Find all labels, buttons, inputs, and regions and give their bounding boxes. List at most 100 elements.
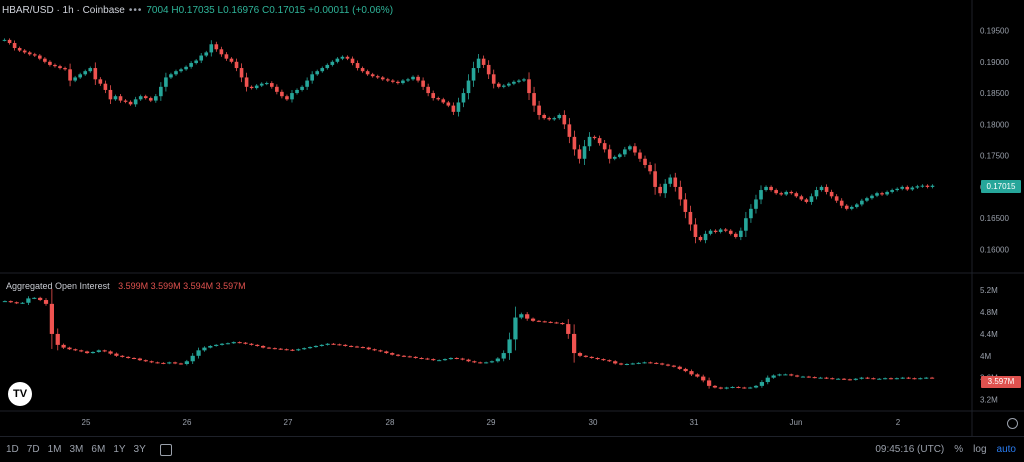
- oi-candle: [601, 359, 606, 361]
- oi-candle: [32, 297, 37, 299]
- price-chart[interactable]: 0.19500 0.19000 0.18500 0.18000 0.17500 0.170…: [0, 0, 1024, 436]
- price-candle: [350, 58, 355, 64]
- oi-candle: [759, 382, 765, 386]
- oi-candle: [319, 344, 324, 346]
- timeframe-6m[interactable]: 6M: [91, 444, 106, 455]
- price-candle: [749, 208, 753, 219]
- oi-candle: [912, 378, 917, 380]
- price-y-tick-label: 0.17500: [980, 152, 1009, 161]
- oi-candle: [120, 355, 125, 357]
- auto-toggle[interactable]: auto: [996, 444, 1016, 455]
- price-candle: [365, 71, 370, 75]
- oi-y-tick-label: 4.8M: [980, 308, 998, 317]
- x-tick-label: 26: [183, 418, 192, 427]
- price-candle: [784, 191, 789, 195]
- price-candle: [78, 74, 82, 78]
- oi-candle: [624, 364, 630, 365]
- price-candle: [254, 85, 259, 89]
- price-candle: [275, 86, 279, 92]
- price-candle: [123, 100, 128, 102]
- oi-candle: [883, 378, 888, 380]
- oi-candle: [384, 351, 389, 354]
- oi-candle: [14, 302, 19, 304]
- oi-candle: [378, 350, 383, 352]
- oi-candle: [167, 362, 172, 364]
- price-candle: [728, 230, 733, 234]
- x-tick-label: 29: [487, 418, 496, 427]
- price-candle: [572, 136, 577, 150]
- oi-candle: [530, 318, 536, 321]
- oi-candle: [208, 345, 213, 348]
- price-candle: [12, 43, 17, 49]
- oi-candle: [2, 301, 8, 303]
- price-candle: [169, 74, 173, 78]
- price-candle: [53, 64, 57, 67]
- bottom-toolbar: 1D 7D 1M 3M 6M 1Y 3Y 09:45:16 (UTC) % log auto: [0, 436, 1024, 462]
- oi-candle: [425, 358, 430, 360]
- price-candle: [396, 81, 400, 84]
- timeframe-1d[interactable]: 1D: [6, 444, 19, 455]
- oi-candle: [554, 322, 559, 324]
- price-candle: [814, 190, 819, 197]
- oi-candle: [243, 342, 248, 344]
- price-candle: [224, 54, 229, 59]
- oi-candle: [231, 342, 236, 344]
- oi-candle: [454, 357, 459, 359]
- price-candle: [310, 74, 314, 81]
- tradingview-logo[interactable]: TV: [8, 382, 32, 406]
- timeframe-3y[interactable]: 3Y: [133, 444, 146, 455]
- oi-candle: [202, 347, 207, 351]
- timeframe-1y[interactable]: 1Y: [113, 444, 126, 455]
- oi-candle: [219, 343, 225, 345]
- price-candle: [764, 186, 768, 191]
- timeframe-7d[interactable]: 7D: [26, 444, 40, 455]
- price-candle: [249, 86, 254, 89]
- price-candle: [63, 68, 67, 70]
- oi-candle: [718, 387, 723, 389]
- price-candle: [809, 196, 814, 202]
- oi-candle: [55, 333, 60, 345]
- price-candle: [421, 80, 425, 87]
- oi-candle: [49, 303, 54, 334]
- price-candle: [915, 186, 920, 188]
- price-candle: [234, 61, 239, 69]
- clock-time[interactable]: 09:45:16 (UTC): [875, 444, 945, 455]
- price-candle: [244, 77, 249, 87]
- price-candle: [688, 211, 693, 225]
- log-toggle[interactable]: log: [973, 444, 987, 455]
- oi-candle: [924, 377, 929, 379]
- oi-candle: [67, 347, 72, 350]
- price-candle: [269, 83, 274, 87]
- calendar-icon[interactable]: [159, 443, 172, 456]
- more-icon[interactable]: •••: [128, 4, 143, 16]
- price-candle: [466, 80, 471, 94]
- oi-candle: [489, 361, 495, 363]
- price-candle: [794, 193, 799, 197]
- price-candle: [683, 199, 688, 212]
- symbol-title[interactable]: HBAR/USD · 1h · Coinbase: [2, 4, 125, 16]
- oi-candle: [613, 361, 618, 364]
- oi-candle: [853, 378, 858, 380]
- oi-candle: [771, 375, 776, 378]
- timeframe-3m[interactable]: 3M: [69, 444, 84, 455]
- oi-candle: [701, 376, 706, 381]
- price-candle: [264, 83, 269, 85]
- x-tick-label: 31: [690, 418, 699, 427]
- oi-candle: [237, 342, 242, 344]
- oi-candle: [296, 349, 301, 351]
- price-candle: [184, 66, 188, 70]
- price-candle: [486, 64, 491, 75]
- price-candle: [411, 76, 415, 80]
- price-candle: [617, 154, 622, 157]
- price-candle: [542, 114, 546, 119]
- oi-candle: [331, 343, 336, 345]
- price-candle: [623, 149, 627, 155]
- percent-toggle[interactable]: %: [954, 444, 964, 455]
- gear-icon[interactable]: [1007, 418, 1018, 429]
- timeframe-1m[interactable]: 1M: [47, 444, 62, 455]
- oi-candle: [542, 321, 547, 323]
- oi-candle: [548, 321, 553, 323]
- price-candle: [491, 74, 496, 84]
- price-candle: [930, 185, 935, 187]
- price-candle: [658, 186, 662, 194]
